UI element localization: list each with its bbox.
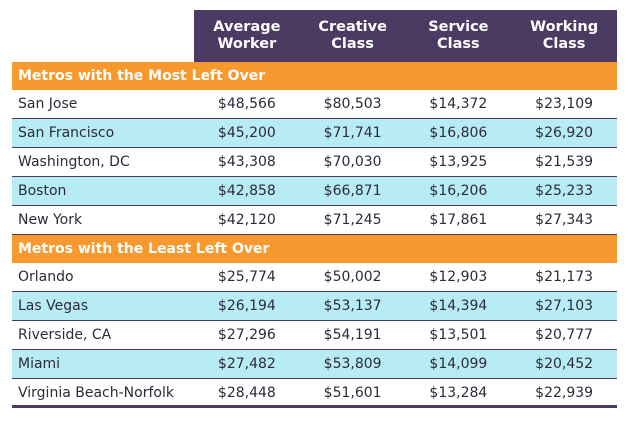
value-cell: $66,871 <box>323 183 382 199</box>
value-cell: $22,939 <box>535 385 594 401</box>
value-cell: $25,233 <box>535 183 594 199</box>
metro-name: Miami <box>18 356 61 372</box>
value-cell: $42,120 <box>217 212 276 228</box>
table-row: San Jose $48,566 $80,503 $14,372 $23,109 <box>12 90 617 119</box>
value-cell: $50,002 <box>323 269 382 285</box>
column-header-average-worker: Average Worker <box>213 19 281 52</box>
value-cell: $53,809 <box>323 356 382 372</box>
metro-name: Washington, DC <box>18 154 130 170</box>
value-cell: $45,200 <box>217 125 276 141</box>
value-cell: $27,296 <box>217 327 276 343</box>
metro-name: Las Vegas <box>18 298 88 314</box>
value-cell: $27,103 <box>535 298 594 314</box>
header-blank <box>12 10 194 62</box>
metro-name: San Francisco <box>18 125 115 141</box>
table-row: New York $42,120 $71,245 $17,861 $27,343 <box>12 206 617 235</box>
table-row: Las Vegas $26,194 $53,137 $14,394 $27,103 <box>12 292 617 321</box>
value-cell: $23,109 <box>535 96 594 112</box>
value-cell: $13,925 <box>429 154 488 170</box>
table-row: Washington, DC $43,308 $70,030 $13,925 $21,5… <box>12 148 617 177</box>
value-cell: $80,503 <box>323 96 382 112</box>
column-header-creative-class: Creative Class <box>318 19 387 52</box>
value-cell: $14,099 <box>429 356 488 372</box>
section-header: Metros with the Most Left Over <box>12 62 617 90</box>
value-cell: $25,774 <box>217 269 276 285</box>
value-cell: $70,030 <box>323 154 382 170</box>
metro-name: Virginia Beach-Norfolk <box>18 385 174 401</box>
value-cell: $48,566 <box>217 96 276 112</box>
value-cell: $20,777 <box>535 327 594 343</box>
value-cell: $21,539 <box>535 154 594 170</box>
table-row: San Francisco $45,200 $71,741 $16,806 $26,92… <box>12 119 617 148</box>
section-header: Metros with the Least Left Over <box>12 235 617 263</box>
value-cell: $28,448 <box>217 385 276 401</box>
table-header: Average Worker Creative Class Service Cl… <box>12 10 617 62</box>
metro-name: New York <box>18 212 83 228</box>
metro-name: Orlando <box>18 269 74 285</box>
value-cell: $12,903 <box>429 269 488 285</box>
value-cell: $14,394 <box>429 298 488 314</box>
table-row: Miami $27,482 $53,809 $14,099 $20,452 <box>12 350 617 379</box>
value-cell: $71,245 <box>323 212 382 228</box>
metro-table: Average Worker Creative Class Service Cl… <box>12 10 617 408</box>
table-row: Boston $42,858 $66,871 $16,206 $25,233 <box>12 177 617 206</box>
value-cell: $14,372 <box>429 96 488 112</box>
value-cell: $71,741 <box>323 125 382 141</box>
value-cell: $20,452 <box>535 356 594 372</box>
table-row: Riverside, CA $27,296 $54,191 $13,501 $20,77… <box>12 321 617 350</box>
value-cell: $53,137 <box>323 298 382 314</box>
value-cell: $27,482 <box>217 356 276 372</box>
value-cell: $26,920 <box>535 125 594 141</box>
table-row: Orlando $25,774 $50,002 $12,903 $21,173 <box>12 263 617 292</box>
value-cell: $16,206 <box>429 183 488 199</box>
metro-name: Riverside, CA <box>18 327 112 343</box>
column-header-working-class: Working Class <box>530 19 599 52</box>
table-row: Virginia Beach-Norfolk $28,448 $51,601 $13,… <box>12 379 617 408</box>
column-header-service-class: Service Class <box>428 19 489 52</box>
value-cell: $27,343 <box>535 212 594 228</box>
value-cell: $21,173 <box>535 269 594 285</box>
value-cell: $54,191 <box>323 327 382 343</box>
value-cell: $43,308 <box>217 154 276 170</box>
value-cell: $16,806 <box>429 125 488 141</box>
value-cell: $42,858 <box>217 183 276 199</box>
value-cell: $26,194 <box>217 298 276 314</box>
value-cell: $13,284 <box>429 385 488 401</box>
value-cell: $17,861 <box>429 212 488 228</box>
value-cell: $13,501 <box>429 327 488 343</box>
metro-name: San Jose <box>18 96 78 112</box>
metro-name: Boston <box>18 183 67 199</box>
value-cell: $51,601 <box>323 385 382 401</box>
